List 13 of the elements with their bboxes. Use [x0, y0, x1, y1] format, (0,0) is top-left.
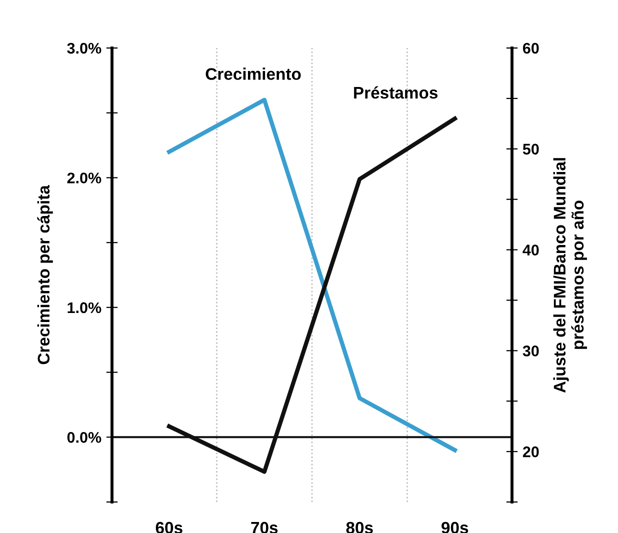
y-tick-label: 2.0%: [67, 172, 102, 184]
y-tick-label: 1.0%: [68, 302, 102, 314]
y2-tick-label: 50: [522, 144, 539, 155]
y2-axis-title: Ajuste del FMI/Banco Mundial préstamos por año: [553, 158, 587, 393]
y-tick-label: 3.0%: [67, 42, 102, 54]
y2-tick-label: 60: [522, 42, 539, 54]
series-label: Crecimiento: [206, 68, 301, 80]
series-label: Préstamos: [354, 86, 438, 99]
y2-tick-label: 20: [522, 446, 539, 458]
y2-tick-label: 40: [522, 244, 539, 256]
y2-tick-label: 30: [522, 346, 539, 356]
y-tick-label: 0.0%: [67, 432, 102, 443]
y-axis-title: Crecimiento per cápita: [37, 185, 53, 364]
